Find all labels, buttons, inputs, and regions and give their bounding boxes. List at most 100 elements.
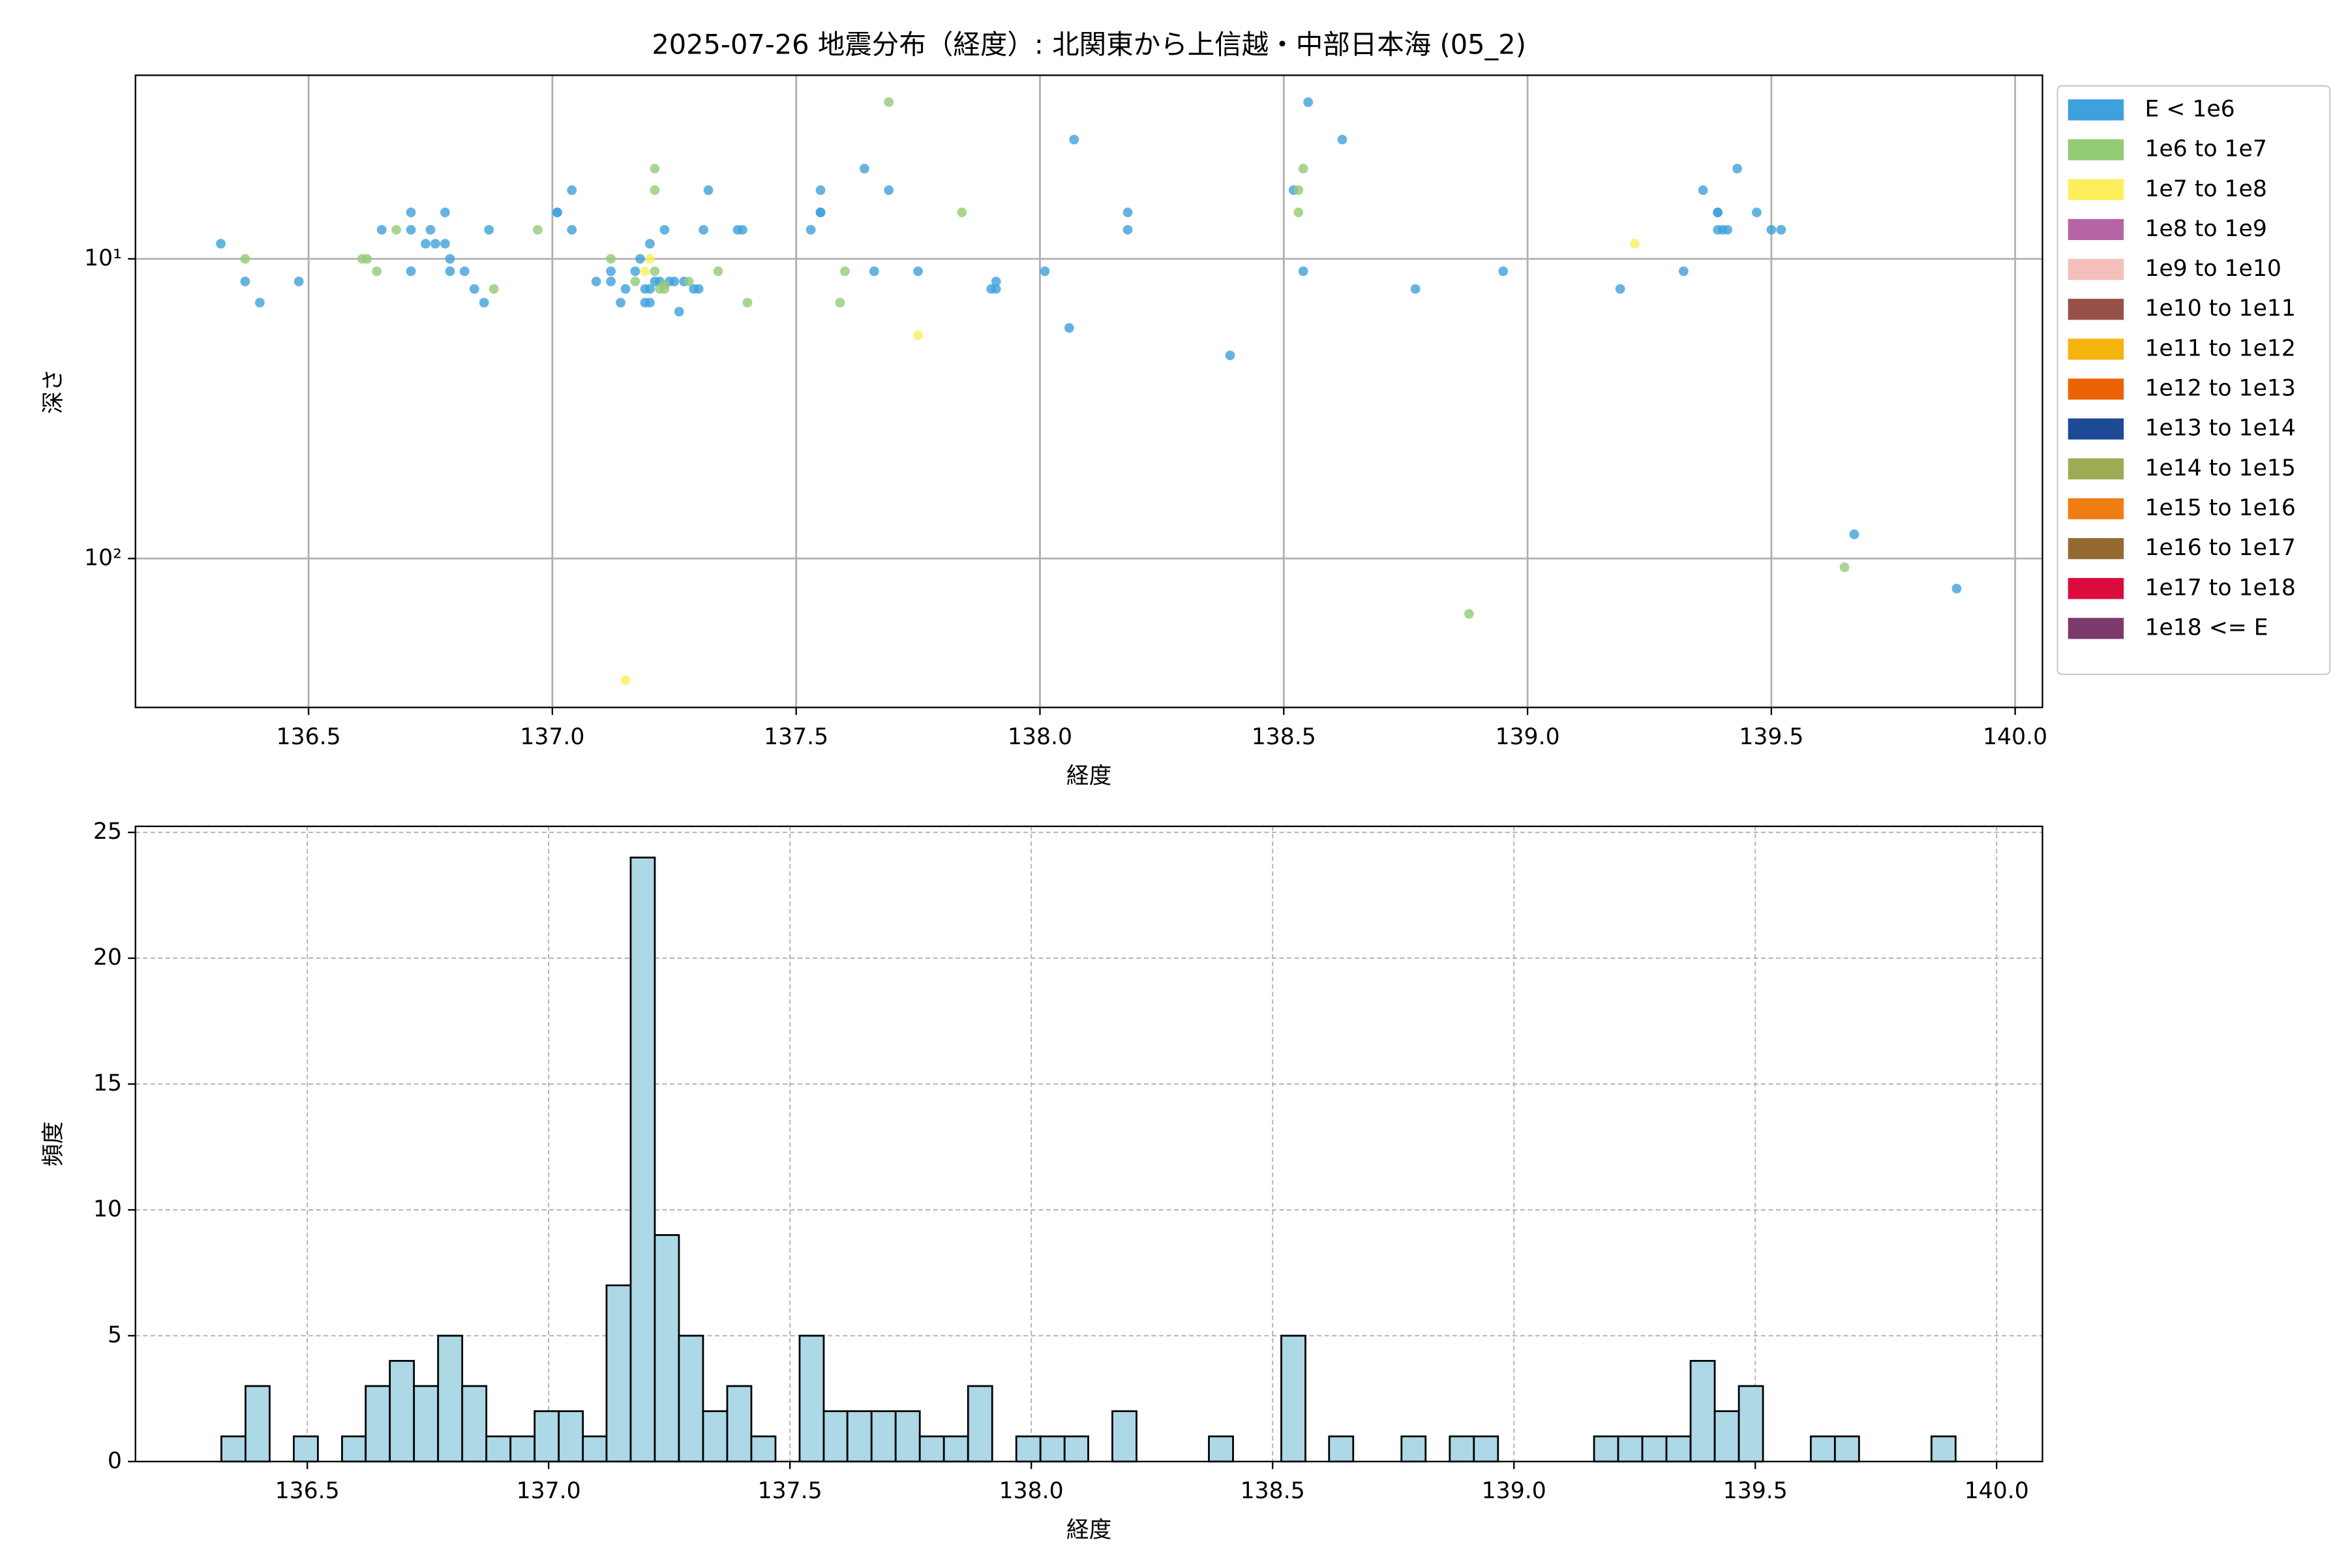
bar xyxy=(413,1385,440,1463)
point xyxy=(591,277,601,286)
point xyxy=(372,266,382,277)
point xyxy=(684,277,694,286)
x-tick-label: 139.0 xyxy=(1496,724,1560,750)
bar xyxy=(846,1410,873,1463)
bar xyxy=(798,1334,825,1463)
x-tick-label: 140.0 xyxy=(1964,1478,2029,1504)
plot-frame xyxy=(134,825,2043,1462)
bar xyxy=(293,1435,319,1463)
point xyxy=(640,266,650,277)
point xyxy=(552,207,562,218)
point xyxy=(650,164,660,173)
bar xyxy=(1689,1360,1716,1463)
legend-label: 1e7 to 1e8 xyxy=(2145,176,2266,202)
y-tick-label: 5 xyxy=(108,1322,122,1348)
point xyxy=(1293,185,1304,195)
point xyxy=(1766,224,1777,235)
point xyxy=(1337,134,1347,145)
point xyxy=(1713,207,1723,218)
bar xyxy=(389,1360,415,1463)
bar xyxy=(654,1234,680,1463)
bar xyxy=(1641,1435,1668,1463)
point xyxy=(884,97,894,107)
point xyxy=(659,224,670,235)
point xyxy=(616,297,625,308)
bar xyxy=(967,1385,993,1463)
legend-swatch xyxy=(2068,139,2124,160)
point xyxy=(1849,529,1859,539)
point xyxy=(459,266,470,277)
legend-swatch xyxy=(2068,339,2124,360)
x-tick-label: 136.5 xyxy=(277,724,341,750)
point xyxy=(1298,164,1308,173)
legend-label: 1e18 <= E xyxy=(2145,614,2268,641)
bar xyxy=(365,1385,391,1463)
legend-label: 1e6 to 1e7 xyxy=(2145,136,2266,162)
point xyxy=(533,224,543,235)
x-tick-label: 137.0 xyxy=(520,724,584,750)
point xyxy=(859,164,869,173)
point xyxy=(1122,207,1133,218)
legend-swatch xyxy=(2068,418,2124,440)
y-tick-label: 10 xyxy=(93,1196,122,1222)
point xyxy=(635,254,645,264)
bar xyxy=(726,1385,753,1463)
point xyxy=(1498,266,1509,277)
point xyxy=(445,254,455,264)
point xyxy=(645,284,655,294)
point xyxy=(606,277,616,286)
point xyxy=(254,297,265,308)
point xyxy=(630,266,640,277)
x-tick-label: 138.0 xyxy=(1008,724,1072,750)
bar xyxy=(702,1410,729,1463)
point xyxy=(815,207,826,218)
bar xyxy=(220,1435,247,1463)
point xyxy=(1293,207,1304,218)
y-tick-label: 10² xyxy=(84,545,122,571)
point xyxy=(567,185,577,195)
point xyxy=(650,266,660,277)
point xyxy=(699,224,709,235)
x-tick-label: 139.5 xyxy=(1739,724,1803,750)
point xyxy=(913,330,923,340)
legend-swatch xyxy=(2068,578,2124,599)
point xyxy=(645,239,655,249)
point xyxy=(620,284,631,294)
bar xyxy=(1930,1435,1957,1463)
point xyxy=(957,207,967,218)
x-tick-label: 138.5 xyxy=(1252,724,1316,750)
bar xyxy=(1280,1334,1306,1463)
point xyxy=(645,297,655,308)
point xyxy=(1732,164,1742,173)
point xyxy=(606,254,616,264)
bar xyxy=(1400,1435,1427,1463)
point xyxy=(650,185,660,195)
bar xyxy=(1809,1435,1836,1463)
point xyxy=(1064,323,1074,333)
point xyxy=(742,297,753,308)
point xyxy=(606,266,616,277)
point xyxy=(1723,224,1732,235)
point xyxy=(738,224,747,235)
x-axis-label: 経度 xyxy=(1066,763,1111,789)
bar xyxy=(1208,1435,1234,1463)
bar xyxy=(534,1410,560,1463)
legend-swatch xyxy=(2068,219,2124,241)
y-tick-label: 0 xyxy=(108,1448,122,1474)
bar xyxy=(678,1334,704,1463)
point xyxy=(674,307,684,317)
bar xyxy=(1473,1435,1499,1463)
legend-label: 1e16 to 1e17 xyxy=(2145,535,2295,561)
x-axis-label: 経度 xyxy=(1066,1517,1111,1543)
bar xyxy=(1328,1435,1355,1463)
bar xyxy=(750,1435,777,1463)
bar xyxy=(485,1435,512,1463)
point xyxy=(240,277,250,286)
bar xyxy=(582,1435,608,1463)
y-tick-label: 20 xyxy=(93,944,122,971)
point xyxy=(1776,224,1786,235)
bar xyxy=(1713,1410,1740,1463)
point xyxy=(991,277,1001,286)
legend-swatch xyxy=(2068,498,2124,520)
point xyxy=(567,224,577,235)
